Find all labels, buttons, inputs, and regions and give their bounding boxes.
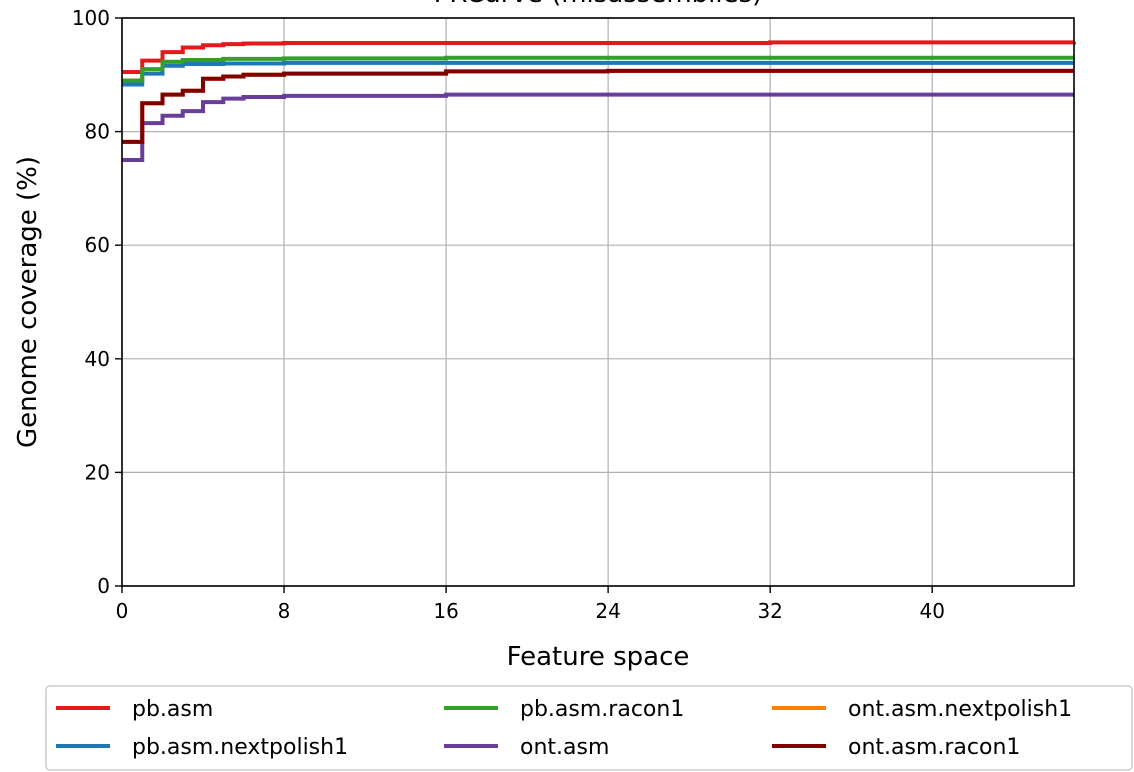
x-tick-label: 0 [116,599,129,623]
y-tick-label: 40 [85,347,110,371]
series-line-pb-asm-nextpolish1 [122,60,1074,87]
y-tick-label: 60 [85,233,110,257]
y-tick-label: 20 [85,460,110,484]
legend-entry: pb.asm.racon1 [520,697,684,722]
legend-entry: ont.asm.nextpolish1 [848,697,1072,722]
x-tick-label: 32 [757,599,782,623]
series-line-pb-asm [122,40,1076,74]
series-line-pb-asm-racon1 [122,55,1074,83]
legend-entry: pb.asm [132,697,213,722]
legend-entry: ont.asm [520,735,609,760]
x-tick-label: 40 [919,599,944,623]
chart-title: PRCurve (misassemblies) [434,0,763,9]
plot-frame [121,17,1075,587]
x-tick-label: 8 [278,599,291,623]
series-lines [122,40,1076,162]
y-tick-label: 80 [85,120,110,144]
series-line-ont-asm [122,92,1074,162]
x-tick-label: 24 [595,599,620,623]
y-axis-label: Genome coverage (%) [13,156,43,448]
legend-frame [45,685,1133,771]
x-tick-label: 16 [433,599,458,623]
series-line-ont-asm-racon1 [122,68,1074,144]
grid [121,17,1074,587]
ticks: 0 8 16 24 32 40 0 20 40 60 80 100 [72,6,945,623]
y-tick-label: 100 [72,6,110,30]
x-axis-label: Feature space [507,642,690,672]
legend-entry: ont.asm.racon1 [848,735,1020,760]
legend: pb.asm pb.asm.racon1 ont.asm.nextpolish1 pb… [45,685,1133,771]
legend-entry: pb.asm.nextpolish1 [132,735,348,760]
y-tick-label: 0 [97,574,110,598]
